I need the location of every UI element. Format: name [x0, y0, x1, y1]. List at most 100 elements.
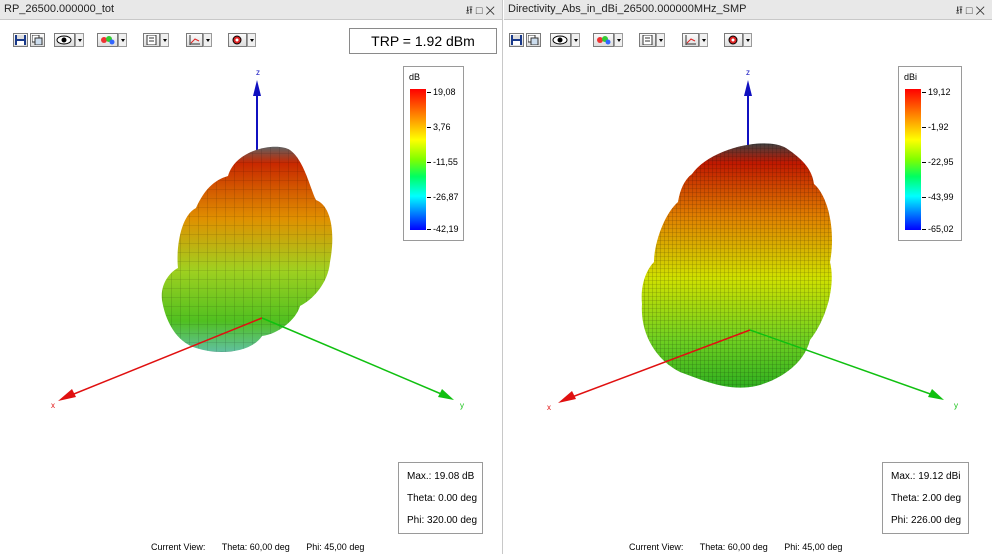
- view-dropdown[interactable]: [571, 33, 580, 47]
- legend-tick: -22,95: [922, 157, 954, 167]
- current-view-status: Current View: Theta: 60,00 deg Phi: 45,0…: [629, 542, 856, 552]
- page-button[interactable]: [639, 33, 656, 47]
- far-field-3d-plot[interactable]: z x y: [0, 56, 503, 536]
- settings-dropdown[interactable]: [743, 33, 752, 47]
- legend-color-bar: [905, 89, 921, 230]
- pin-icon[interactable]: ⭿: [465, 5, 476, 17]
- y-axis-arrow: [928, 389, 944, 400]
- legend-tick: 19,08: [427, 87, 456, 97]
- max-info-box: Max.: 19.08 dB Theta: 0.00 deg Phi: 320.…: [398, 462, 483, 534]
- panel-title: RP_26500.000000_tot: [4, 3, 115, 15]
- copy-icon: [528, 35, 539, 45]
- current-view-label: Current View:: [629, 542, 684, 552]
- scale-button[interactable]: [682, 33, 699, 47]
- current-view-label: Current View:: [151, 542, 206, 552]
- window-buttons[interactable]: ⭿□✕: [466, 2, 498, 21]
- far-field-panel-left: RP_26500.000000_tot ⭿□✕ TRP = 1.92 dBm: [0, 0, 503, 554]
- page-button[interactable]: [143, 33, 160, 47]
- legend-unit: dB: [409, 72, 421, 82]
- save-button[interactable]: [509, 33, 524, 47]
- scale-dropdown[interactable]: [203, 33, 212, 47]
- y-axis-label: y: [460, 401, 464, 410]
- scale-icon: [189, 35, 200, 45]
- legend-unit: dBi: [904, 72, 918, 82]
- legend-tick: -11,55: [427, 157, 458, 167]
- max-value: Max.: 19.08 dB: [407, 471, 475, 482]
- phi-value: Phi: 320.00 deg: [407, 515, 478, 526]
- view-eye-icon: [552, 35, 568, 45]
- z-axis-label: z: [746, 68, 750, 77]
- legend-color-bar: [410, 89, 426, 230]
- radiation-pattern-mesh: [161, 146, 333, 352]
- scale-icon: [685, 35, 696, 45]
- directivity-3d-plot[interactable]: z x y: [504, 56, 992, 536]
- scale-button[interactable]: [186, 33, 203, 47]
- color-dropdown[interactable]: [614, 33, 623, 47]
- color-button[interactable]: [593, 33, 614, 47]
- copy-button[interactable]: [30, 33, 45, 47]
- current-view-theta: Theta: 60,00 deg: [221, 542, 290, 552]
- page-icon: [642, 35, 653, 45]
- z-axis-arrow: [253, 80, 261, 96]
- settings-gear-icon: [728, 35, 738, 45]
- scale-dropdown[interactable]: [699, 33, 708, 47]
- maximize-icon[interactable]: □: [475, 5, 486, 17]
- legend-tick: -26,87: [427, 192, 459, 202]
- legend-tick: -42,19: [427, 224, 459, 234]
- settings-gear-icon: [232, 35, 242, 45]
- settings-button[interactable]: [724, 33, 743, 47]
- legend-tick: -1,92: [922, 122, 949, 132]
- max-info-box: Max.: 19.12 dBi Theta: 2.00 deg Phi: 226…: [882, 462, 969, 534]
- directivity-pattern-mesh: [641, 143, 833, 388]
- current-view-status: Current View: Theta: 60,00 deg Phi: 45,0…: [151, 542, 378, 552]
- window-buttons[interactable]: ⭿□✕: [956, 2, 988, 21]
- view-eye-icon: [56, 35, 72, 45]
- legend-tick: -43,99: [922, 192, 954, 202]
- phi-value: Phi: 226.00 deg: [891, 515, 962, 526]
- x-axis: [563, 329, 751, 401]
- panel-title: Directivity_Abs_in_dBi_26500.000000MHz_S…: [508, 3, 747, 15]
- save-icon: [15, 35, 26, 45]
- current-view-theta: Theta: 60,00 deg: [699, 542, 768, 552]
- z-axis-label: z: [256, 68, 260, 77]
- x-axis-arrow: [58, 389, 76, 401]
- current-view-phi: Phi: 45,00 deg: [306, 542, 365, 552]
- save-button[interactable]: [13, 33, 28, 47]
- y-axis-label: y: [954, 401, 958, 410]
- panel-titlebar[interactable]: Directivity_Abs_in_dBi_26500.000000MHz_S…: [504, 0, 992, 20]
- copy-button[interactable]: [526, 33, 541, 47]
- close-icon[interactable]: ✕: [975, 5, 988, 17]
- settings-button[interactable]: [228, 33, 247, 47]
- pin-icon[interactable]: ⭿: [955, 5, 966, 17]
- y-axis: [749, 329, 937, 397]
- view-button[interactable]: [54, 33, 75, 47]
- x-axis-label: x: [547, 403, 551, 412]
- legend-tick: 19,12: [922, 87, 951, 97]
- color-button[interactable]: [97, 33, 118, 47]
- maximize-icon[interactable]: □: [965, 5, 976, 17]
- color-dropdown[interactable]: [118, 33, 127, 47]
- view-button[interactable]: [550, 33, 571, 47]
- y-axis: [261, 317, 447, 397]
- settings-dropdown[interactable]: [247, 33, 256, 47]
- trp-readout: TRP = 1.92 dBm: [349, 28, 497, 54]
- page-dropdown[interactable]: [656, 33, 665, 47]
- color-palette-icon: [101, 36, 115, 45]
- current-view-phi: Phi: 45,00 deg: [784, 542, 843, 552]
- view-dropdown[interactable]: [75, 33, 84, 47]
- x-axis: [63, 317, 263, 399]
- plot-toolbar: TRP = 1.92 dBm: [0, 24, 502, 54]
- z-axis-arrow: [744, 80, 752, 96]
- close-icon[interactable]: ✕: [485, 5, 498, 17]
- panel-titlebar[interactable]: RP_26500.000000_tot ⭿□✕: [0, 0, 502, 20]
- theta-value: Theta: 0.00 deg: [407, 493, 478, 504]
- y-axis-arrow: [438, 389, 454, 400]
- theta-value: Theta: 2.00 deg: [891, 493, 962, 504]
- page-icon: [146, 35, 157, 45]
- far-field-panel-right: Directivity_Abs_in_dBi_26500.000000MHz_S…: [504, 0, 992, 554]
- color-scale-legend: dBi 19,12 -1,92 -22,95 -43,99 -65,02: [898, 66, 962, 241]
- x-axis-label: x: [51, 401, 55, 410]
- page-dropdown[interactable]: [160, 33, 169, 47]
- color-scale-legend: dB 19,08 3,76 -11,55 -26,87 -42,19: [403, 66, 464, 241]
- x-axis-arrow: [558, 391, 576, 403]
